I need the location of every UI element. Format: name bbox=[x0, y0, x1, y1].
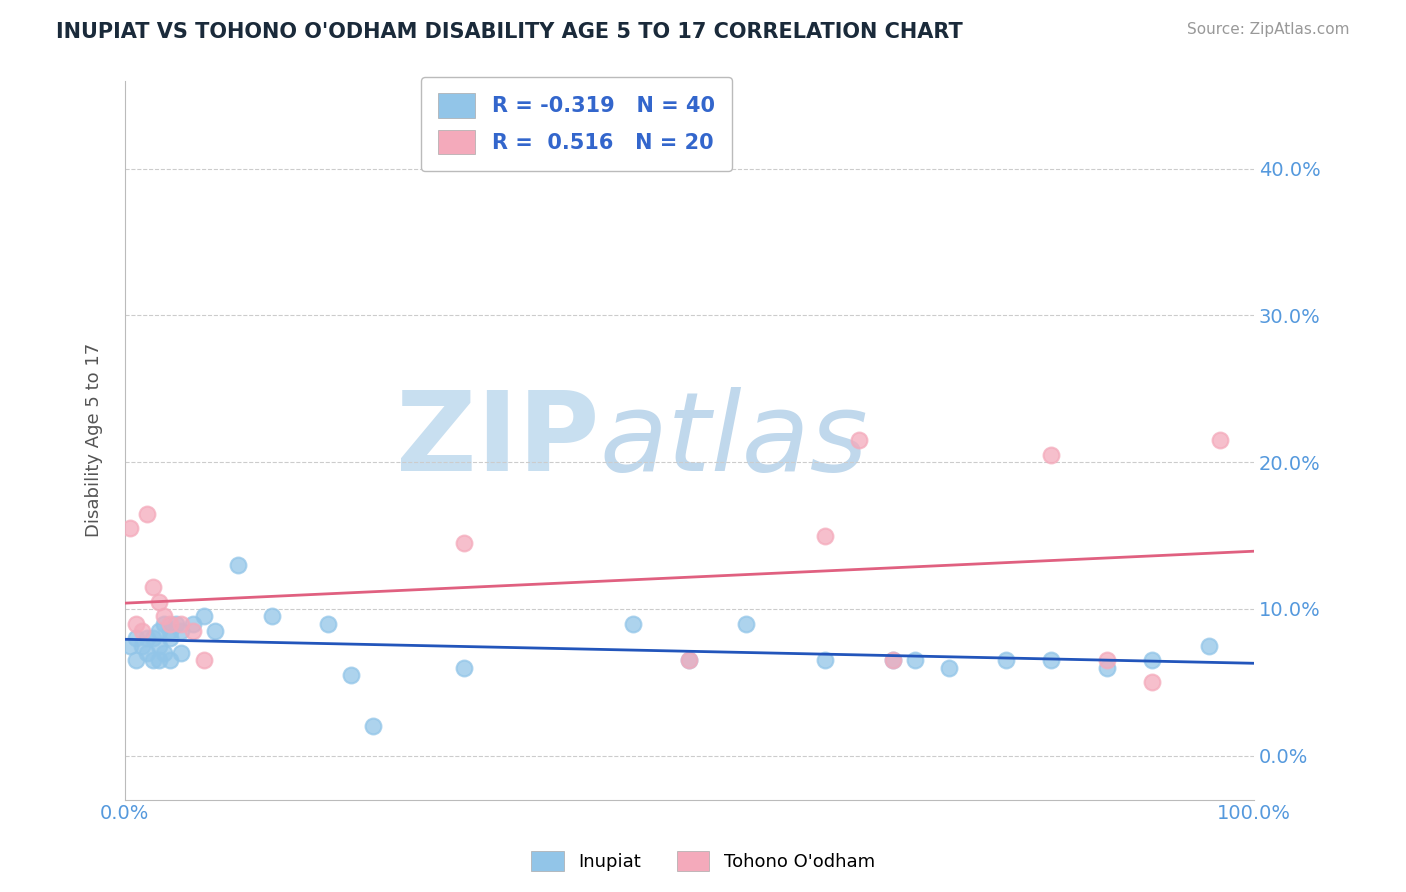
Point bbox=[848, 433, 870, 447]
Point bbox=[204, 624, 226, 638]
Point bbox=[193, 653, 215, 667]
Point bbox=[142, 632, 165, 646]
Point bbox=[453, 660, 475, 674]
Point bbox=[131, 624, 153, 638]
Point bbox=[1198, 639, 1220, 653]
Point bbox=[153, 609, 176, 624]
Point bbox=[193, 609, 215, 624]
Point bbox=[678, 653, 700, 667]
Point bbox=[153, 646, 176, 660]
Point bbox=[181, 616, 204, 631]
Point bbox=[153, 616, 176, 631]
Point bbox=[316, 616, 339, 631]
Point bbox=[159, 616, 181, 631]
Point bbox=[1097, 660, 1119, 674]
Point bbox=[1039, 653, 1062, 667]
Point bbox=[938, 660, 960, 674]
Point bbox=[148, 624, 170, 638]
Point bbox=[120, 639, 142, 653]
Point bbox=[159, 632, 181, 646]
Point bbox=[170, 616, 193, 631]
Point bbox=[904, 653, 927, 667]
Text: atlas: atlas bbox=[599, 387, 868, 493]
Point bbox=[1209, 433, 1232, 447]
Point bbox=[148, 594, 170, 608]
Text: Source: ZipAtlas.com: Source: ZipAtlas.com bbox=[1187, 22, 1350, 37]
Text: ZIP: ZIP bbox=[395, 387, 599, 493]
Point bbox=[339, 668, 361, 682]
Text: INUPIAT VS TOHONO O'ODHAM DISABILITY AGE 5 TO 17 CORRELATION CHART: INUPIAT VS TOHONO O'ODHAM DISABILITY AGE… bbox=[56, 22, 963, 42]
Point bbox=[142, 653, 165, 667]
Point bbox=[159, 653, 181, 667]
Point bbox=[136, 507, 159, 521]
Point bbox=[125, 616, 148, 631]
Point bbox=[1039, 448, 1062, 462]
Point bbox=[170, 646, 193, 660]
Point bbox=[1142, 653, 1164, 667]
Point bbox=[165, 616, 187, 631]
Point bbox=[226, 558, 249, 572]
Point bbox=[120, 521, 142, 535]
Point bbox=[136, 646, 159, 660]
Point bbox=[125, 632, 148, 646]
Y-axis label: Disability Age 5 to 17: Disability Age 5 to 17 bbox=[86, 343, 103, 537]
Point bbox=[1097, 653, 1119, 667]
Point bbox=[994, 653, 1017, 667]
Point bbox=[260, 609, 283, 624]
Point bbox=[148, 639, 170, 653]
Legend: R = -0.319   N = 40, R =  0.516   N = 20: R = -0.319 N = 40, R = 0.516 N = 20 bbox=[422, 77, 731, 170]
Legend: Inupiat, Tohono O'odham: Inupiat, Tohono O'odham bbox=[524, 844, 882, 879]
Point bbox=[131, 639, 153, 653]
Point bbox=[136, 632, 159, 646]
Point bbox=[159, 624, 181, 638]
Point bbox=[621, 616, 644, 631]
Point bbox=[882, 653, 904, 667]
Point bbox=[882, 653, 904, 667]
Point bbox=[142, 580, 165, 594]
Point bbox=[814, 653, 837, 667]
Point bbox=[735, 616, 758, 631]
Point bbox=[814, 528, 837, 542]
Point bbox=[361, 719, 384, 733]
Point bbox=[148, 653, 170, 667]
Point bbox=[170, 624, 193, 638]
Point bbox=[181, 624, 204, 638]
Point bbox=[125, 653, 148, 667]
Point bbox=[453, 536, 475, 550]
Point bbox=[1142, 675, 1164, 690]
Point bbox=[678, 653, 700, 667]
